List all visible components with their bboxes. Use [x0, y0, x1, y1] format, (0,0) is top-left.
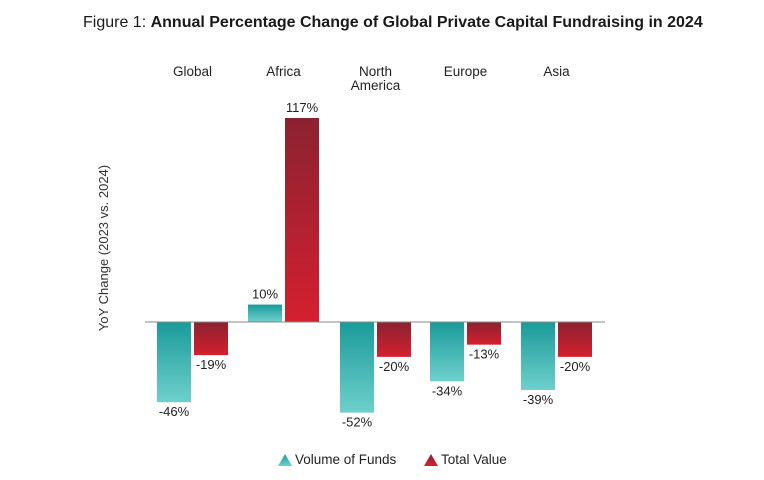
bar-volume-of-funds	[157, 322, 191, 403]
data-label: -34%	[432, 383, 463, 398]
data-label: -46%	[159, 404, 190, 419]
data-label: -20%	[560, 359, 591, 374]
data-label: -39%	[523, 392, 554, 407]
bar-total-value	[377, 322, 411, 357]
legend-swatch-volume	[278, 453, 292, 466]
bars	[157, 118, 592, 413]
category-label: North	[359, 64, 392, 79]
y-axis-label: YoY Change (2023 vs. 2024)	[96, 165, 111, 331]
bar-total-value	[558, 322, 592, 357]
data-labels: -46% -19% 10% 117% -52% -20% -34% -13% -39% -20%	[159, 100, 591, 430]
data-label: -19%	[196, 357, 227, 372]
chart-title: Figure 1: Annual Percentage Change of Gl…	[83, 13, 723, 33]
figure-number: Figure 1:	[83, 14, 151, 31]
category-label: Europe	[444, 64, 488, 79]
data-label: -20%	[379, 359, 410, 374]
legend-swatch-total-value	[424, 453, 438, 466]
legend-item-volume: Volume of Funds	[278, 452, 396, 467]
bar-volume-of-funds	[430, 322, 464, 382]
bar-chart: YoY Change (2023 vs. 2024) Global Africa N…	[96, 64, 605, 430]
bar-total-value	[467, 322, 501, 345]
bar-volume-of-funds	[340, 322, 374, 413]
bar-total-value	[285, 118, 319, 322]
data-label: 10%	[252, 287, 278, 302]
legend-item-total-value: Total Value	[424, 452, 507, 467]
data-label: -13%	[469, 347, 500, 362]
category-label: America	[351, 78, 401, 93]
bar-total-value	[194, 322, 228, 356]
legend-label-volume: Volume of Funds	[295, 452, 397, 467]
bar-volume-of-funds	[248, 304, 282, 322]
category-label: Global	[173, 64, 212, 79]
legend: Volume of Funds Total Value	[0, 452, 764, 472]
category-label: Asia	[543, 64, 570, 79]
data-label: 117%	[286, 100, 319, 115]
chart-title-text: Annual Percentage Change of Global Priva…	[150, 14, 703, 31]
category-label: Africa	[266, 64, 301, 79]
legend-label-total-value: Total Value	[441, 452, 507, 467]
bar-volume-of-funds	[521, 322, 555, 390]
data-label: -52%	[342, 415, 373, 430]
